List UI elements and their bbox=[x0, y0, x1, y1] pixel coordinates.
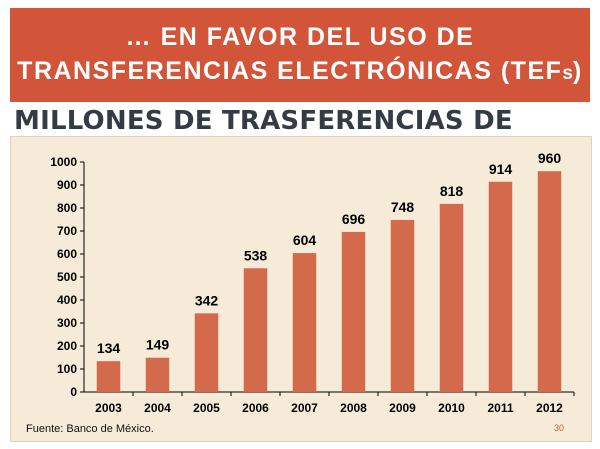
bar bbox=[488, 181, 513, 392]
y-tick-label: 100 bbox=[57, 362, 77, 376]
y-tick-label: 600 bbox=[57, 247, 77, 261]
title-banner: … EN FAVOR DEL USO DE TRANSFERENCIAS ELE… bbox=[10, 8, 590, 102]
bar bbox=[390, 219, 415, 392]
y-tick-label: 200 bbox=[57, 339, 77, 353]
title-line-2-main: TRANSFERENCIAS ELECTRÓNICAS (TEF bbox=[17, 56, 563, 85]
data-label: 696 bbox=[342, 211, 366, 227]
data-label: 604 bbox=[293, 232, 317, 248]
data-label: 149 bbox=[146, 337, 170, 353]
y-tick-label: 1000 bbox=[50, 155, 77, 169]
title-line-2-end: ) bbox=[572, 56, 583, 85]
bar bbox=[145, 357, 170, 392]
y-tick-label: 500 bbox=[57, 270, 77, 284]
bar bbox=[341, 231, 366, 392]
x-tick-label: 2010 bbox=[438, 401, 465, 415]
data-label: 818 bbox=[440, 183, 464, 199]
data-label: 538 bbox=[244, 247, 268, 263]
chart-panel: 0 100 200 300 400 500 600 700 800 900 1000 2003 134 2… bbox=[10, 136, 592, 442]
title-line-2-small: s bbox=[562, 62, 573, 84]
x-tick-label: 2009 bbox=[389, 401, 416, 415]
bar bbox=[439, 203, 464, 392]
data-label: 748 bbox=[391, 199, 415, 215]
x-tick-label: 2008 bbox=[340, 401, 367, 415]
x-tick-label: 2003 bbox=[95, 401, 122, 415]
x-tick-label: 2005 bbox=[193, 401, 220, 415]
title-line-2: TRANSFERENCIAS ELECTRÓNICAS (TEFs) bbox=[17, 54, 583, 91]
y-tick-label: 900 bbox=[57, 178, 77, 192]
data-label: 914 bbox=[489, 161, 513, 177]
x-tick-label: 2012 bbox=[536, 401, 563, 415]
data-label: 134 bbox=[97, 340, 121, 356]
bar bbox=[243, 268, 268, 392]
y-tick-label: 700 bbox=[57, 224, 77, 238]
data-label: 960 bbox=[538, 150, 562, 166]
bar bbox=[96, 361, 121, 392]
y-tick-label: 800 bbox=[57, 201, 77, 215]
data-label: 342 bbox=[195, 292, 219, 308]
page-number: 30 bbox=[554, 423, 565, 433]
x-tick-label: 2007 bbox=[291, 401, 318, 415]
bar-chart: 0 100 200 300 400 500 600 700 800 900 1000 2003 134 2… bbox=[50, 150, 575, 415]
bar bbox=[194, 313, 219, 392]
source-note: Fuente: Banco de México. bbox=[26, 423, 154, 435]
x-tick-label: 2011 bbox=[487, 401, 513, 415]
bar bbox=[292, 253, 317, 392]
x-tick-label: 2006 bbox=[242, 401, 269, 415]
title-line-1: … EN FAVOR DEL USO DE bbox=[125, 22, 475, 51]
y-tick-label: 0 bbox=[70, 385, 77, 399]
y-tick-label: 400 bbox=[57, 293, 77, 307]
x-tick-label: 2004 bbox=[144, 401, 171, 415]
y-tick-label: 300 bbox=[57, 316, 77, 330]
bar bbox=[537, 171, 562, 392]
